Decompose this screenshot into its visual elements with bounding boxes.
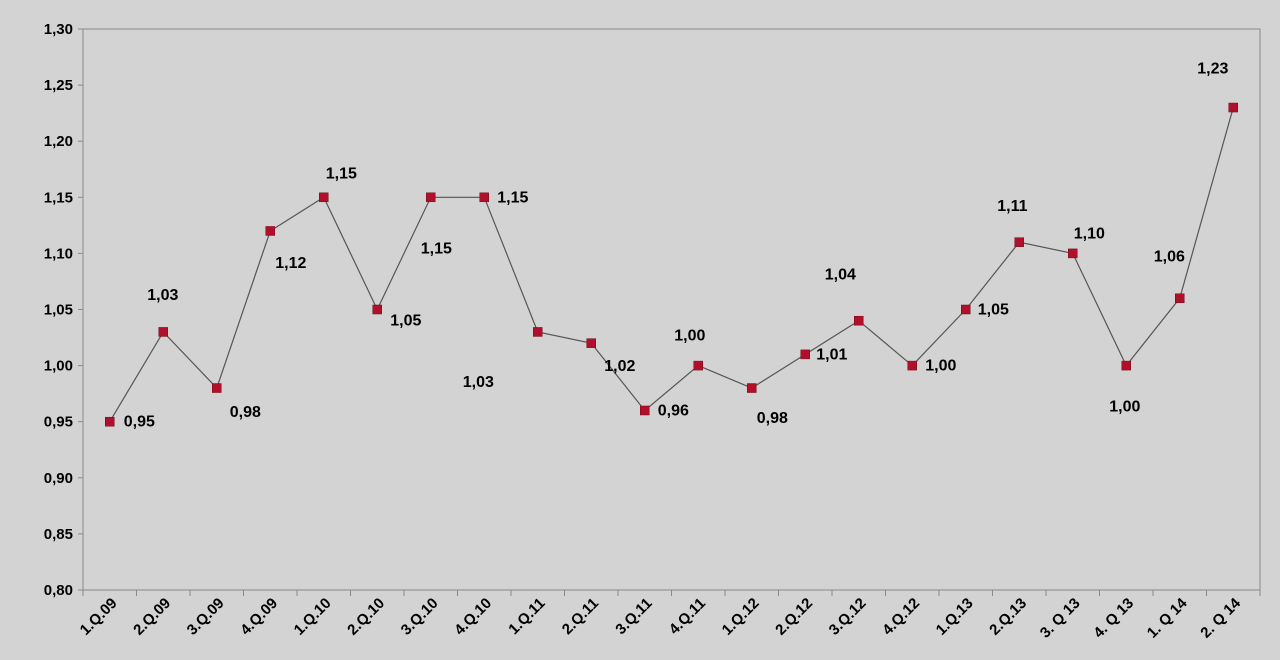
y-tick-label: 1,10 xyxy=(44,245,73,262)
data-point xyxy=(640,405,650,416)
x-tick-label: 1. Q 14 xyxy=(1144,594,1191,641)
data-point xyxy=(1014,237,1024,247)
data-point xyxy=(747,383,757,393)
data-label: 1,04 xyxy=(825,267,856,284)
x-tick-label: 4. Q 13 xyxy=(1090,595,1137,642)
x-tick-label: 1.Q.10 xyxy=(291,595,335,639)
x-tick-label: 4.Q.09 xyxy=(237,595,281,639)
x-tick-label: 2.Q.13 xyxy=(986,595,1030,639)
data-label: 0,98 xyxy=(230,404,261,421)
data-label: 1,15 xyxy=(497,189,528,206)
data-point xyxy=(533,327,543,337)
data-label: 1,23 xyxy=(1197,61,1228,78)
data-point xyxy=(586,338,596,348)
data-point xyxy=(1175,293,1185,304)
data-label: 1,00 xyxy=(674,328,705,345)
y-tick-label: 1,20 xyxy=(44,133,73,150)
data-point xyxy=(907,360,917,371)
data-point xyxy=(854,315,864,326)
x-tick-label: 1.Q.09 xyxy=(77,595,121,639)
x-tick-label: 1.Q.13 xyxy=(933,595,977,639)
y-tick-label: 1,15 xyxy=(44,189,73,206)
data-label: 1,02 xyxy=(604,358,635,375)
y-tick-label: 0,85 xyxy=(44,526,73,543)
data-point xyxy=(158,327,168,337)
x-tick-label: 4.Q.10 xyxy=(451,595,495,639)
data-point xyxy=(212,383,222,393)
y-tick-label: 1,05 xyxy=(44,302,73,319)
data-label: 0,98 xyxy=(757,410,788,427)
x-tick-label: 3.Q.12 xyxy=(826,595,870,639)
data-point xyxy=(105,416,115,427)
x-tick-label: 2.Q.09 xyxy=(130,595,174,639)
data-label: 1,10 xyxy=(1074,225,1105,242)
x-tick-label: 1.Q.11 xyxy=(505,595,548,638)
data-label: 1,15 xyxy=(421,240,452,257)
data-point xyxy=(1121,360,1131,371)
x-tick-label: 2.Q.10 xyxy=(344,595,388,639)
x-tick-label: 3.Q.10 xyxy=(398,595,442,639)
data-point xyxy=(800,349,810,360)
data-label: 1,00 xyxy=(925,358,956,375)
x-tick-label: 2.Q.12 xyxy=(772,595,816,639)
y-tick-label: 1,00 xyxy=(44,358,73,375)
data-label: 1,06 xyxy=(1154,248,1185,265)
x-tick-label: 1.Q.12 xyxy=(719,595,763,639)
y-tick-label: 1,30 xyxy=(44,21,73,38)
data-label: 1,03 xyxy=(147,287,178,304)
data-label: 1,05 xyxy=(978,302,1009,319)
data-point xyxy=(1228,102,1238,113)
data-point xyxy=(693,360,703,371)
plot-area xyxy=(82,28,1261,591)
y-tick-label: 1,25 xyxy=(44,77,73,94)
x-tick-label: 2. Q 14 xyxy=(1197,594,1244,641)
data-point xyxy=(961,304,971,315)
data-point xyxy=(479,192,489,203)
x-tick-label: 3.Q.09 xyxy=(184,595,228,639)
data-point xyxy=(1068,248,1078,259)
x-tick-label: 3. Q 13 xyxy=(1037,595,1084,642)
data-label: 1,05 xyxy=(390,313,421,330)
series-line xyxy=(109,107,1234,423)
x-tick-label: 3.Q.11 xyxy=(612,595,655,638)
data-label: 1,15 xyxy=(326,165,357,182)
data-label: 0,96 xyxy=(658,402,689,419)
y-tick-label: 0,90 xyxy=(44,470,73,487)
data-label: 1,00 xyxy=(1109,399,1140,416)
data-point xyxy=(426,192,436,203)
data-label: 1,11 xyxy=(997,198,1027,215)
data-point xyxy=(372,304,382,315)
data-point xyxy=(265,226,275,236)
data-label: 1,12 xyxy=(275,255,306,272)
x-tick-label: 4.Q.11 xyxy=(666,595,709,638)
data-label: 0,95 xyxy=(124,414,155,431)
data-label: 1,01 xyxy=(816,346,847,363)
data-label: 1,03 xyxy=(463,374,494,391)
x-tick-label: 2.Q.11 xyxy=(559,595,602,638)
y-tick-label: 0,80 xyxy=(44,582,73,599)
y-tick-label: 0,95 xyxy=(44,414,73,431)
x-tick-label: 4.Q.12 xyxy=(879,595,923,639)
data-point xyxy=(319,192,329,203)
